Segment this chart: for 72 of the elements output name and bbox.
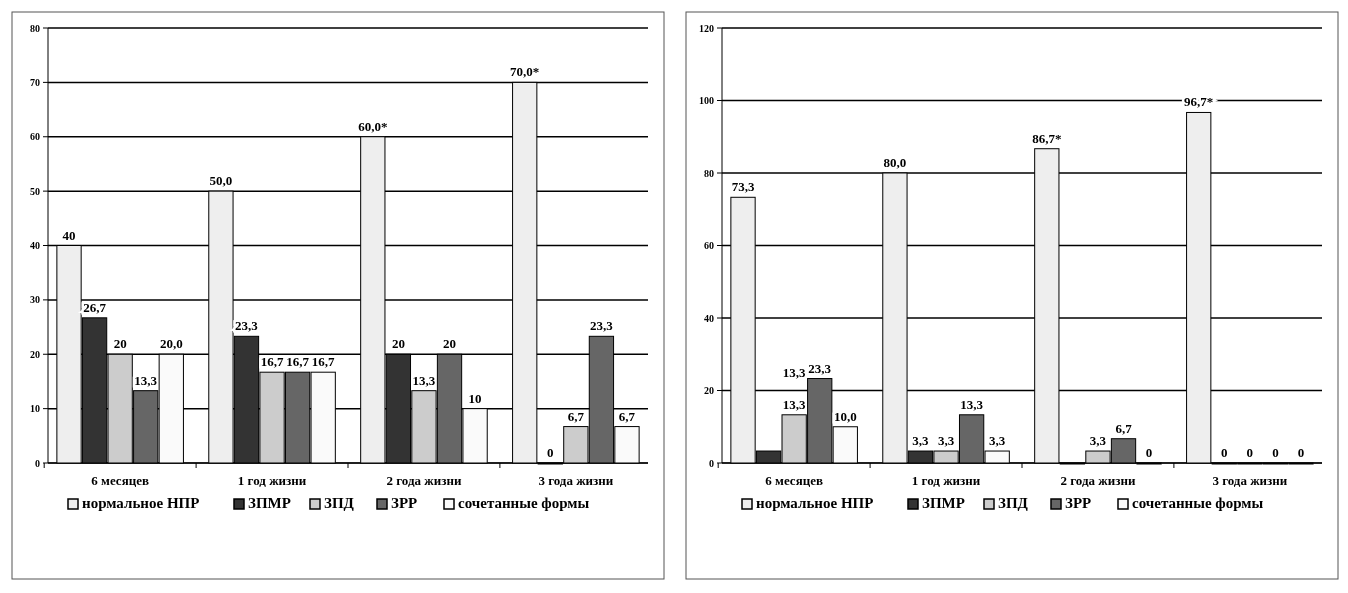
data-label: 0 — [1297, 445, 1305, 460]
x-tick-label: 2 года жизни — [1060, 473, 1136, 488]
legend-label: ЗПД — [324, 495, 355, 511]
data-label: 10,0 — [833, 408, 857, 424]
y-tick-label: 20 — [30, 348, 40, 360]
y-tick-label: 50 — [30, 185, 40, 197]
x-tick-label: 3 года жизни — [1212, 473, 1288, 488]
y-tick-label: 60 — [30, 131, 40, 143]
legend-label: ЗПМР — [248, 495, 291, 511]
y-tick-label: 10 — [30, 403, 40, 415]
data-label: 6,7 — [567, 408, 585, 424]
data-label: 23,3 — [808, 360, 832, 376]
x-tick-label: 6 месяцев — [91, 473, 149, 488]
y-tick-label: 80 — [30, 22, 40, 34]
data-label: 0 — [1246, 445, 1254, 460]
y-tick-label: 70 — [30, 76, 40, 88]
data-label: 0 — [1272, 445, 1279, 460]
data-label: 60,0* — [358, 118, 388, 134]
legend-label: сочетанные формы — [1132, 495, 1264, 511]
data-label: 3,3 — [989, 433, 1006, 449]
x-tick-label: 6 месяцев — [765, 473, 823, 488]
x-tick-label: 2 года жизни — [386, 473, 462, 488]
data-label: 73,3 — [731, 179, 755, 195]
y-tick-label: 0 — [709, 457, 714, 469]
y-tick-label: 60 — [704, 240, 714, 251]
data-label: 20,0 — [159, 336, 183, 352]
x-tick-label: 1 год жизни — [911, 473, 981, 488]
legend-label: нормальное НПР — [82, 495, 200, 511]
data-label: 16,7 — [286, 354, 310, 370]
data-label: 6,7 — [1115, 420, 1133, 436]
data-label: 86,7* — [1032, 130, 1062, 146]
data-label: 0 — [1221, 445, 1228, 460]
y-tick-label: 20 — [704, 385, 714, 396]
data-label: 70,0* — [510, 64, 540, 80]
data-label: 0 — [1145, 445, 1153, 460]
data-label: 80,0 — [883, 155, 907, 170]
y-tick-label: 100 — [699, 95, 714, 106]
data-label: 26,7 — [83, 299, 107, 315]
x-tick-label: 1 год жизни — [237, 473, 307, 488]
data-label: 0 — [547, 445, 554, 460]
data-label: 3,3 — [912, 433, 930, 449]
legend-label: ЗРР — [391, 495, 418, 511]
data-label: 3,3 — [1089, 433, 1107, 449]
x-tick-label: 3 года жизни — [538, 473, 614, 488]
legend-label: ЗПМР — [922, 495, 965, 511]
y-tick-label: 80 — [704, 167, 714, 179]
data-label: 13,3 — [412, 372, 436, 388]
data-label: 20 — [391, 336, 405, 352]
annotation: 13,3 — [782, 364, 807, 380]
data-label: 50,0 — [209, 173, 233, 189]
y-tick-label: 0 — [35, 457, 40, 469]
data-label: 23,3 — [235, 318, 259, 334]
data-label: 40 — [62, 227, 76, 243]
data-label: 23,3 — [590, 318, 614, 334]
y-tick-label: 40 — [704, 312, 714, 324]
data-label: 13,3 — [782, 396, 807, 412]
data-label: 16,7 — [260, 354, 284, 370]
legend-label: сочетанные формы — [458, 495, 590, 511]
data-label: 10 — [468, 390, 482, 406]
legend-label: ЗПД — [998, 495, 1029, 511]
data-label: 3,3 — [937, 433, 955, 449]
y-tick-label: 30 — [30, 294, 40, 306]
y-tick-label: 40 — [30, 240, 40, 251]
data-label: 20 — [113, 336, 127, 352]
data-label: 6,7 — [618, 408, 636, 424]
data-label: 13,3 — [960, 396, 984, 412]
data-label: 16,7 — [311, 354, 336, 370]
data-label: 13,3 — [134, 372, 158, 388]
legend-label: нормальное НПР — [756, 495, 874, 511]
data-label: 20 — [443, 336, 457, 352]
y-tick-label: 120 — [699, 22, 714, 34]
legend-label: ЗРР — [1065, 495, 1092, 511]
